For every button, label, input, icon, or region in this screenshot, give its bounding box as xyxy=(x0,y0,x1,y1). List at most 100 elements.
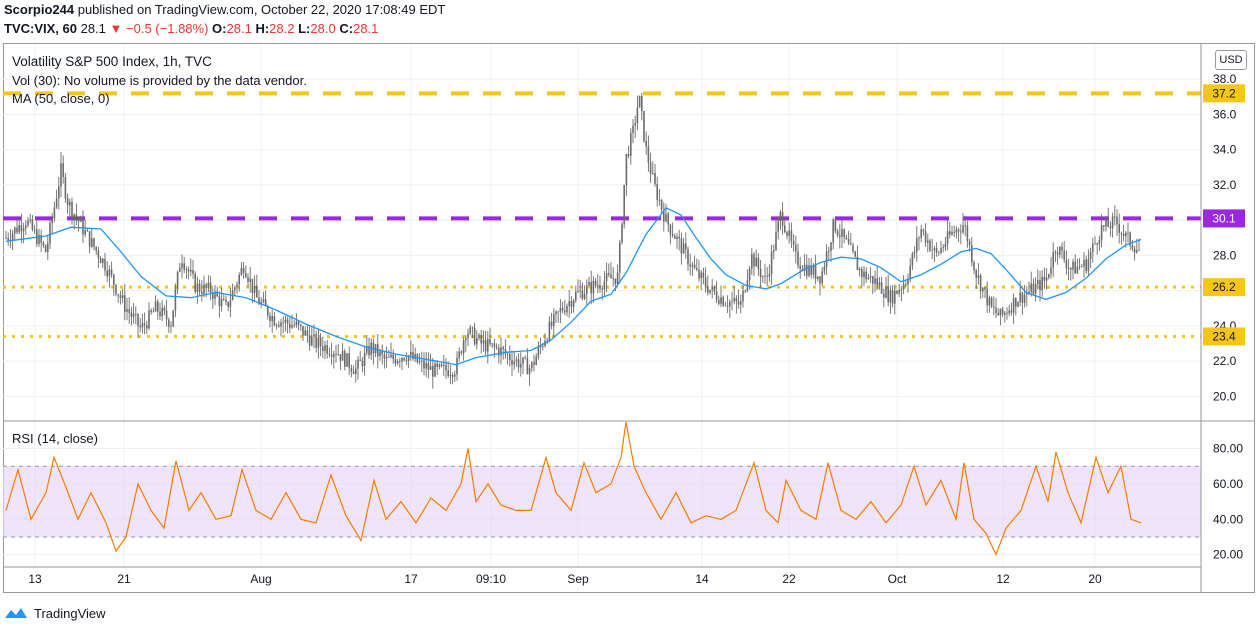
candle-body xyxy=(955,229,958,233)
candle-body xyxy=(784,225,786,233)
candle-body xyxy=(172,310,174,327)
candle-body xyxy=(612,278,614,280)
candle-body xyxy=(940,247,942,253)
candle-body xyxy=(20,225,23,232)
time-tick-label: 12 xyxy=(996,572,1010,586)
time-tick-label: 20 xyxy=(1088,572,1102,586)
candle-body xyxy=(392,354,394,360)
candle-body xyxy=(271,316,273,322)
candle-body xyxy=(689,264,691,267)
candle-body xyxy=(559,308,562,312)
candle-body xyxy=(427,363,430,370)
candle-body xyxy=(240,268,243,275)
candle-body xyxy=(880,282,883,294)
rsi-legend[interactable]: RSI (14, close) xyxy=(12,431,98,446)
candle-body xyxy=(522,357,524,364)
candle-body xyxy=(148,310,150,329)
candle-body xyxy=(744,290,746,292)
candle-body xyxy=(608,272,610,275)
symbol-label[interactable]: TVC:VIX, 60 xyxy=(4,21,77,36)
candle-body xyxy=(748,268,751,281)
candle-body xyxy=(11,233,14,241)
candle-body xyxy=(975,270,977,278)
candle-body xyxy=(1028,291,1030,294)
candle-body xyxy=(286,319,289,324)
candle-body xyxy=(641,95,643,112)
candle-body xyxy=(1023,294,1026,303)
candle-body xyxy=(366,345,368,353)
candle-body xyxy=(643,111,645,141)
candle-body xyxy=(674,235,676,239)
candle-body xyxy=(535,356,537,365)
candle-body xyxy=(814,265,817,279)
candle-body xyxy=(1006,312,1008,314)
candle-body xyxy=(922,229,925,232)
candle-body xyxy=(385,356,388,359)
candle-body xyxy=(25,225,27,229)
candle-body xyxy=(599,285,601,289)
candle-body xyxy=(282,322,284,324)
candle-body xyxy=(75,214,78,219)
time-tick-label: 22 xyxy=(782,572,796,586)
candle-body xyxy=(1092,243,1094,252)
candle-body xyxy=(234,287,236,291)
candle-body xyxy=(509,354,511,361)
candle-body xyxy=(498,347,500,356)
chart-frame[interactable] xyxy=(3,43,1255,593)
candle-body xyxy=(830,242,832,251)
footer-logo[interactable]: TradingView xyxy=(4,603,106,623)
candle-body xyxy=(946,231,949,244)
candle-body xyxy=(654,172,656,185)
candle-body xyxy=(227,302,229,307)
candle-body xyxy=(799,265,801,269)
candle-body xyxy=(132,314,135,317)
candle-body xyxy=(454,374,456,377)
candle-body xyxy=(966,225,969,242)
candle-body xyxy=(913,251,916,254)
tradingview-logo-icon xyxy=(5,608,27,618)
publisher-name[interactable]: Scorpio244 xyxy=(4,2,75,17)
candle-body xyxy=(198,283,201,292)
candle-body xyxy=(482,340,485,344)
candle-body xyxy=(86,230,89,232)
candle-body xyxy=(443,364,445,366)
candle-body xyxy=(269,315,271,322)
currency-badge[interactable]: USD xyxy=(1215,50,1247,70)
candle-body xyxy=(113,274,115,285)
price-tick-label: 34.0 xyxy=(1213,143,1237,157)
candle-body xyxy=(348,353,350,368)
candle-body xyxy=(513,361,515,365)
volume-legend[interactable]: Vol (30): No volume is provided by the d… xyxy=(12,73,307,88)
candle-body xyxy=(440,364,443,366)
candle-body xyxy=(528,367,531,375)
candle-body xyxy=(500,347,502,356)
candle-body xyxy=(1078,266,1081,268)
candle-body xyxy=(146,325,148,329)
candle-body xyxy=(40,234,42,243)
candle-body xyxy=(361,360,364,367)
candle-body xyxy=(249,278,251,282)
candle-body xyxy=(619,242,621,273)
candle-body xyxy=(489,339,491,344)
candle-body xyxy=(110,269,113,275)
price-change: −0.5 (−1.88%) xyxy=(126,21,209,36)
candle-body xyxy=(1085,259,1087,272)
candle-body xyxy=(777,221,779,232)
chart-title[interactable]: Volatility S&P 500 Index, 1h, TVC xyxy=(12,54,212,69)
candle-body xyxy=(447,370,449,376)
candle-body xyxy=(14,227,16,234)
candle-body xyxy=(891,290,894,304)
candle-body xyxy=(825,251,828,267)
rsi-tick-label: 40.00 xyxy=(1213,512,1243,526)
candle-body xyxy=(852,244,854,252)
candle-body xyxy=(480,334,482,344)
candle-body xyxy=(982,287,984,292)
rsi-line xyxy=(5,421,1142,557)
candle-body xyxy=(953,231,955,233)
candle-body xyxy=(1074,261,1076,274)
ma-legend[interactable]: MA (50, close, 0) xyxy=(12,91,110,106)
candle-body xyxy=(902,284,905,290)
candle-body xyxy=(735,297,738,302)
candle-body xyxy=(423,360,425,369)
